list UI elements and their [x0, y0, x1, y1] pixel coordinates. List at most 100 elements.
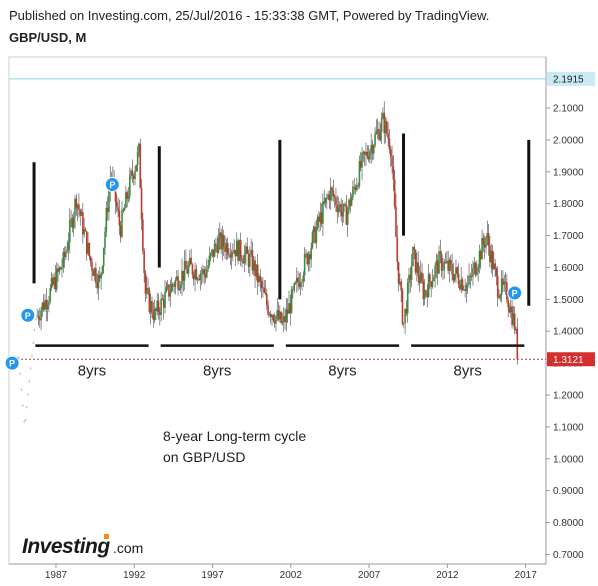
candle-body: [327, 194, 329, 199]
candle-body: [162, 299, 165, 308]
p-marker-label: P: [512, 288, 518, 298]
candle-body: [106, 207, 109, 213]
candle-body: [336, 205, 339, 212]
x-axis-ticks: 1987 1992 1997 2002 2007 2012 2017: [45, 564, 537, 581]
candle-body: [429, 274, 431, 282]
candle-body: [185, 260, 187, 270]
candle-body: [279, 311, 281, 320]
candle-body: [125, 192, 127, 208]
candle-body: [513, 313, 516, 331]
candle-body: [438, 251, 440, 274]
candle-body: [384, 121, 387, 134]
candle-body: [268, 314, 271, 315]
candle-body: [457, 273, 460, 285]
published-caption: Published on Investing.com, 25/Jul/2016 …: [9, 8, 490, 23]
candle-body: [76, 204, 79, 209]
candle-body: [280, 311, 282, 323]
candle-body: [134, 170, 136, 179]
candle-body: [68, 220, 71, 243]
current-price-tag-text: 1.3121: [553, 355, 584, 366]
candle-body: [487, 233, 490, 246]
candle-body: [272, 315, 275, 321]
candle-body: [516, 328, 519, 360]
candle-body: [456, 267, 459, 274]
candle-body: [242, 261, 245, 264]
p-marker-label: P: [109, 180, 115, 190]
candle-faint: [27, 393, 29, 396]
top-level-tag-bg: [547, 71, 595, 86]
candle-body: [219, 232, 221, 238]
candle-body: [489, 245, 491, 263]
candle-body: [74, 198, 76, 217]
candle-body: [161, 298, 164, 300]
candle-body: [378, 129, 380, 140]
candle-faint: [23, 420, 25, 423]
candle-body: [269, 314, 272, 318]
x-tick-label: 1987: [45, 570, 68, 581]
candle-body: [213, 243, 216, 257]
candle-body: [89, 256, 92, 262]
candle-body: [496, 276, 499, 298]
annotation-line1: 8-year Long-term cycle: [163, 428, 306, 444]
candle-body: [422, 281, 425, 300]
candle-body: [97, 274, 100, 289]
candle-body: [464, 289, 466, 291]
candle-body: [83, 229, 85, 235]
candle-body: [192, 274, 195, 280]
candle-body: [356, 185, 358, 191]
candle-body: [40, 310, 42, 321]
x-tick-label: 1992: [123, 570, 146, 581]
candle-body: [233, 250, 235, 254]
candle-body: [302, 275, 305, 282]
candle-body: [469, 275, 472, 277]
candle-body: [365, 151, 367, 155]
candle-body: [387, 133, 389, 139]
candle-body: [376, 129, 379, 132]
candle-body: [417, 262, 419, 277]
candle-body: [432, 277, 435, 282]
p-markers: P P P P: [4, 177, 523, 371]
candle-body: [48, 301, 50, 306]
candle-body: [190, 257, 192, 265]
candle-body: [70, 218, 72, 221]
candle-body: [258, 276, 260, 283]
candle-body: [491, 250, 494, 270]
candle-body: [369, 151, 371, 160]
candle-body: [353, 186, 356, 188]
candle-body: [250, 250, 252, 254]
candle-body: [395, 206, 397, 237]
candle-body: [196, 278, 199, 280]
candle-body: [85, 231, 88, 254]
candle-body: [245, 246, 247, 254]
x-tick-label: 2017: [515, 570, 538, 581]
candle-body: [241, 258, 243, 262]
candle-body: [477, 266, 479, 272]
candle-body: [234, 250, 237, 257]
candle-body: [363, 151, 366, 155]
candle-body: [423, 290, 426, 300]
candle-body: [200, 273, 203, 275]
candle-faint: [26, 406, 28, 409]
logo-suffix: .com: [113, 540, 143, 556]
candle-body: [341, 212, 344, 217]
candle-body: [115, 201, 118, 208]
candle-body: [256, 264, 259, 283]
candle-body: [366, 151, 369, 157]
candle-body: [267, 304, 269, 315]
candle-body: [318, 216, 320, 222]
candle-body: [168, 284, 170, 297]
candle-body: [396, 236, 399, 262]
candle-body: [354, 187, 357, 191]
candle-body: [72, 216, 75, 228]
candle-faint: [34, 328, 36, 331]
candle-faint: [35, 317, 37, 320]
candlesticks: [13, 101, 519, 423]
current-price-tag-bg: [547, 352, 595, 367]
candle-body: [271, 315, 273, 318]
p-marker-circle: [20, 307, 36, 323]
candle-body: [122, 209, 125, 211]
candle-body: [62, 252, 65, 268]
candle-body: [249, 253, 251, 267]
candle-body: [506, 282, 508, 300]
candle-body: [121, 209, 123, 237]
